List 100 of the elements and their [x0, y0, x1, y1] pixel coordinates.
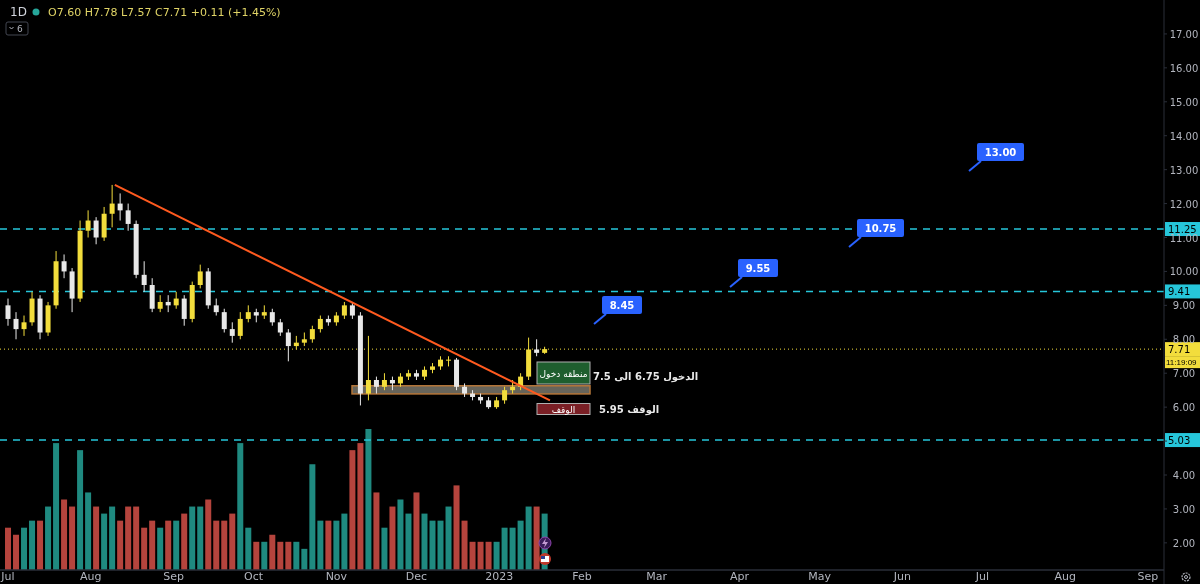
y-tick-label: 2.00: [1172, 537, 1196, 549]
bar: [453, 485, 460, 570]
bar: [477, 541, 484, 570]
bar: [5, 527, 12, 570]
y-tick-label: 14.00: [1169, 130, 1199, 142]
y-tick-label: 3.00: [1172, 503, 1196, 515]
bar: [197, 506, 204, 570]
bar: [109, 506, 116, 570]
ref-line-label: 5.03: [1168, 435, 1191, 447]
candlestick: [229, 321, 235, 344]
x-tick-label: Apr: [730, 570, 750, 583]
bar: [245, 527, 252, 570]
annotation: الدخول 6.75 الى 7.5: [593, 371, 699, 383]
bar: [445, 506, 452, 570]
bar: [333, 520, 340, 570]
bar: [125, 506, 132, 570]
bar: [157, 527, 164, 570]
bar: [205, 499, 212, 570]
candlestick: [101, 206, 107, 242]
bar: [93, 506, 100, 570]
bar: [341, 513, 348, 570]
bar: [101, 513, 108, 570]
bar: [77, 450, 84, 570]
bar: [149, 520, 156, 570]
bar: [53, 443, 60, 570]
bar: [213, 520, 220, 570]
candlestick: [221, 308, 227, 333]
bar: [525, 506, 532, 570]
annotation: O7.60 H7.78 L7.57 C7.71 +0.11 (+1.45%): [48, 6, 281, 19]
x-tick-label: Oct: [244, 570, 264, 583]
annotation: 10.75: [864, 223, 897, 234]
bar: [405, 513, 412, 570]
annotation: منطقه دخول: [539, 369, 588, 379]
candlestick: [61, 253, 67, 279]
bar: [221, 520, 228, 570]
annotation: الوقف: [551, 405, 576, 415]
y-tick-label: 16.00: [1169, 62, 1199, 74]
candlestick: [446, 355, 452, 367]
bar: [173, 520, 180, 570]
bar: [517, 520, 524, 570]
annotation: 9.55: [745, 263, 771, 274]
candlestick: [125, 203, 131, 232]
bar: [509, 527, 516, 570]
x-tick-label: May: [808, 570, 832, 583]
bar: [325, 520, 332, 570]
bar: [469, 541, 476, 570]
bar: [133, 506, 140, 570]
candlestick: [237, 311, 243, 340]
x-tick-label: Jul: [0, 570, 15, 583]
candlestick: [285, 328, 291, 362]
bar: [461, 520, 468, 570]
annotation: 8.45: [609, 300, 635, 311]
bar: [373, 492, 380, 570]
bar: [413, 492, 420, 570]
ref-line-label: 9.41: [1168, 286, 1191, 298]
bar: [13, 534, 20, 570]
bar: [165, 520, 172, 570]
x-tick-label: Aug: [80, 570, 102, 583]
bar: [45, 506, 52, 570]
x-tick-label: Dec: [405, 570, 428, 583]
y-tick-label: 7.00: [1172, 368, 1196, 380]
bar: [229, 513, 236, 570]
bar: [301, 548, 308, 570]
x-tick-label: Mar: [646, 570, 668, 583]
candlestick: [93, 216, 99, 245]
candlestick: [29, 291, 35, 327]
bar: [61, 499, 68, 570]
bar: [501, 527, 508, 570]
y-tick-label: 10.00: [1169, 266, 1199, 278]
bar: [357, 443, 364, 570]
x-tick-label: 2023: [485, 570, 514, 583]
x-tick-label: Jun: [892, 570, 911, 583]
bar: [189, 506, 196, 570]
candlestick: [21, 315, 27, 337]
bar: [141, 527, 148, 570]
candlestick: [149, 277, 155, 313]
candlestick: [85, 209, 91, 238]
bar: [533, 506, 540, 570]
bar: [237, 443, 244, 570]
candlestick: [5, 298, 11, 327]
text: 11:19:09: [1166, 358, 1198, 368]
x-tick-label: Feb: [572, 570, 592, 583]
ref-line-label: 11.25: [1168, 224, 1197, 236]
bar: [485, 541, 492, 570]
bar: [21, 527, 28, 570]
bar: [437, 520, 444, 570]
bar: [421, 513, 428, 570]
y-tick-label: 4.00: [1172, 470, 1196, 481]
candlestick: [197, 264, 203, 289]
bar: [37, 520, 44, 570]
y-tick-label: 17.00: [1169, 28, 1199, 40]
bar: [69, 506, 76, 570]
bar: [397, 499, 404, 570]
bar: [85, 492, 92, 570]
bar: [349, 450, 356, 570]
bar: [253, 541, 260, 570]
bar: [309, 464, 316, 570]
bar: [29, 520, 36, 570]
bar: [285, 541, 292, 570]
y-tick-label: 15.00: [1169, 96, 1199, 108]
